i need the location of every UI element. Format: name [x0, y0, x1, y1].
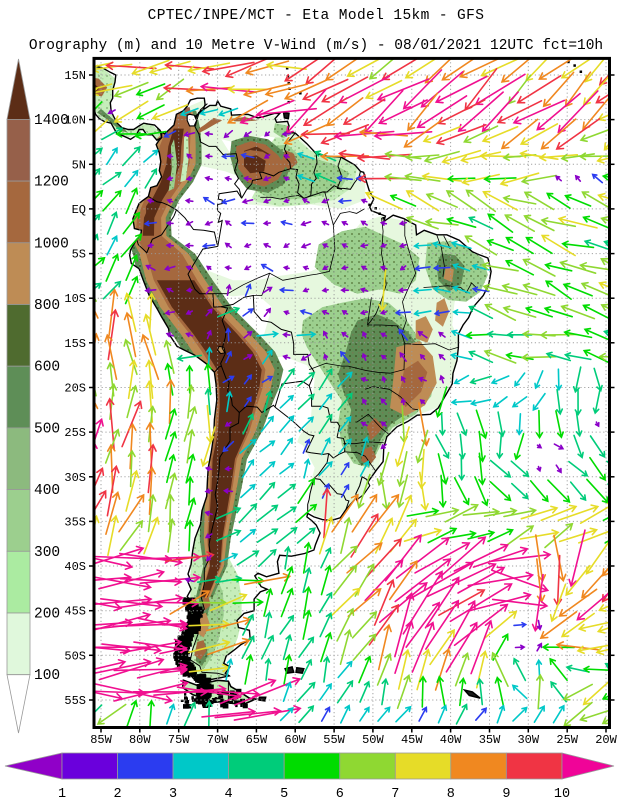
svg-text:25S: 25S: [64, 426, 86, 440]
svg-text:1200: 1200: [34, 175, 69, 191]
svg-text:60W: 60W: [284, 733, 306, 747]
svg-text:50W: 50W: [362, 733, 384, 747]
svg-text:20W: 20W: [595, 733, 617, 747]
svg-text:65W: 65W: [246, 733, 268, 747]
svg-text:80W: 80W: [129, 733, 151, 747]
svg-text:85W: 85W: [90, 733, 112, 747]
svg-text:100: 100: [34, 668, 60, 684]
svg-text:300: 300: [34, 545, 60, 561]
svg-text:45W: 45W: [401, 733, 423, 747]
svg-text:10S: 10S: [64, 292, 86, 306]
svg-text:1000: 1000: [34, 236, 69, 252]
svg-text:9: 9: [502, 787, 510, 800]
svg-text:15S: 15S: [64, 337, 86, 351]
svg-text:10N: 10N: [64, 114, 86, 128]
svg-text:10: 10: [554, 787, 570, 800]
svg-text:600: 600: [34, 360, 60, 376]
svg-text:55S: 55S: [64, 694, 86, 708]
svg-text:200: 200: [34, 607, 60, 623]
svg-text:45S: 45S: [64, 605, 86, 619]
svg-text:75W: 75W: [168, 733, 190, 747]
svg-text:30W: 30W: [517, 733, 539, 747]
svg-text:5S: 5S: [72, 248, 86, 262]
svg-text:1: 1: [58, 787, 66, 800]
svg-text:8: 8: [447, 787, 455, 800]
svg-text:2: 2: [113, 787, 121, 800]
svg-text:3: 3: [169, 787, 177, 800]
svg-text:20S: 20S: [64, 382, 86, 396]
svg-text:15N: 15N: [64, 69, 86, 83]
svg-text:800: 800: [34, 298, 60, 314]
svg-text:50S: 50S: [64, 649, 86, 663]
svg-text:EQ: EQ: [72, 203, 86, 217]
svg-text:30S: 30S: [64, 471, 86, 485]
svg-text:35S: 35S: [64, 515, 86, 529]
svg-text:CPTEC/INPE/MCT - Eta Model 15: CPTEC/INPE/MCT - Eta Model 15km - GFS: [148, 8, 485, 24]
svg-text:70W: 70W: [207, 733, 229, 747]
svg-text:25W: 25W: [556, 733, 578, 747]
svg-text:1400: 1400: [34, 113, 69, 129]
svg-text:55W: 55W: [323, 733, 345, 747]
svg-text:500: 500: [34, 421, 60, 437]
svg-text:5N: 5N: [72, 158, 86, 172]
svg-text:7: 7: [391, 787, 399, 800]
svg-text:400: 400: [34, 483, 60, 499]
svg-text:40S: 40S: [64, 560, 86, 574]
svg-text:5: 5: [280, 787, 288, 800]
svg-text:35W: 35W: [479, 733, 501, 747]
svg-text:40W: 40W: [440, 733, 462, 747]
svg-text:4: 4: [225, 787, 233, 800]
svg-text:Orography (m) and 10 Metre V-W: Orography (m) and 10 Metre V-Wind (m/s) …: [29, 38, 603, 54]
svg-text:6: 6: [336, 787, 344, 800]
